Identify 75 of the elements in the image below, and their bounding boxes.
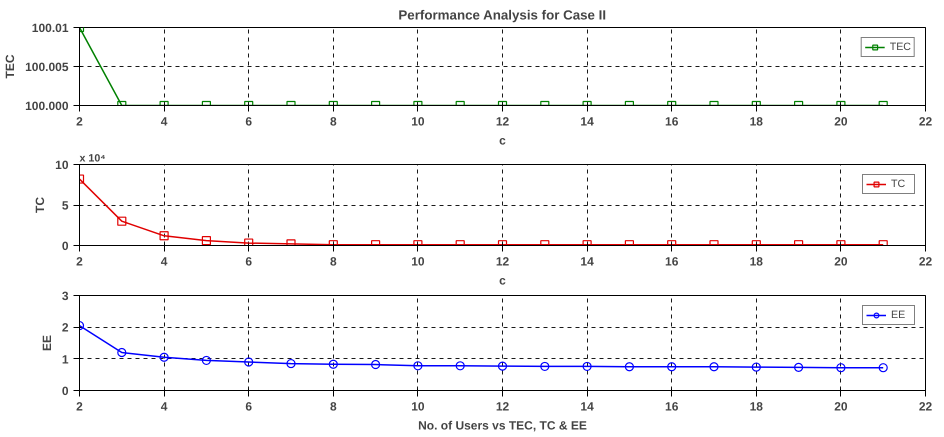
x-tick-label: 16 — [665, 400, 679, 414]
point — [540, 362, 550, 372]
x-tick-label: 10 — [411, 114, 425, 128]
y-tick-label: 3 — [62, 289, 69, 303]
x-tick-label: 22 — [918, 400, 932, 414]
x-axis-title: c — [499, 134, 506, 148]
x-axis-title: c — [499, 274, 506, 288]
point — [244, 238, 254, 246]
point — [709, 362, 719, 372]
x-tick-label: 6 — [245, 254, 252, 268]
x-tick-label: 14 — [580, 400, 594, 414]
point — [794, 362, 804, 372]
point — [117, 216, 126, 226]
x-tick-label: 12 — [496, 254, 510, 268]
point — [836, 363, 846, 372]
y-axis-title: TEC — [3, 54, 18, 78]
y-tick-label: 10 — [55, 158, 69, 172]
y-tick-label: 2 — [62, 320, 69, 335]
x-tick-label: 18 — [750, 114, 764, 128]
x-tick-label: 10 — [411, 254, 425, 268]
point — [244, 357, 254, 367]
x-tick-label: 22 — [918, 114, 932, 128]
x-tick-label: 4 — [160, 114, 168, 128]
x-tick-label: 8 — [330, 254, 337, 268]
point — [117, 348, 126, 358]
y-axis-title: EE — [40, 334, 54, 352]
point — [328, 360, 338, 369]
x-tick-label: 4 — [160, 400, 168, 414]
x-tick-label: 8 — [330, 400, 337, 414]
y-tick-label: 5 — [62, 198, 69, 212]
y-tick-label: 100.01 — [32, 21, 69, 35]
x-tick-label: 4 — [160, 254, 168, 268]
x-tick-label: 2 — [76, 114, 84, 128]
chart-title: Performance Analysis for Case II — [398, 8, 606, 22]
point — [582, 362, 592, 372]
point — [498, 362, 508, 371]
y-axis-title: TC — [33, 196, 48, 213]
x-tick-label: 8 — [330, 114, 337, 128]
legend-label: EE — [891, 309, 906, 321]
x-tick-label: 6 — [245, 114, 252, 128]
legend-label: TEC — [890, 41, 911, 53]
x-tick-label: 6 — [245, 400, 252, 414]
x-tick-label: 20 — [834, 114, 848, 128]
legend-label: TC — [891, 178, 906, 190]
point — [286, 358, 296, 368]
x-tick-label: 16 — [665, 254, 679, 268]
point — [456, 361, 465, 370]
x-tick-label: 20 — [834, 254, 848, 268]
point — [667, 362, 676, 372]
y-tick-label: 0 — [62, 384, 69, 398]
point — [202, 356, 211, 366]
point — [752, 362, 761, 372]
x-tick-label: 16 — [665, 114, 679, 128]
x-tick-label: 14 — [580, 114, 594, 128]
x-tick-label: 18 — [750, 400, 764, 414]
x-tick-label: 2 — [76, 254, 84, 268]
point — [624, 362, 634, 372]
x-tick-label: 14 — [580, 254, 594, 268]
text: x 10⁴ — [80, 152, 106, 164]
point — [878, 363, 888, 372]
x-tick-label: 18 — [750, 254, 764, 268]
point — [160, 352, 169, 362]
x-tick-label: 2 — [76, 400, 84, 414]
point — [413, 361, 422, 370]
y-tick-label: 100.000 — [25, 99, 69, 113]
y-tick-label: 0 — [62, 239, 69, 253]
x-tick-label: 10 — [411, 400, 425, 414]
x-tick-label: 22 — [918, 254, 932, 268]
x-axis-title: No. of Users vs TEC, TC & EE — [418, 418, 587, 432]
x-tick-label: 20 — [834, 400, 848, 414]
y-tick-label: 1 — [62, 352, 69, 366]
point — [371, 360, 380, 370]
y-tick-label: 100.005 — [25, 60, 69, 74]
x-tick-label: 12 — [496, 400, 510, 414]
x-tick-label: 12 — [496, 114, 510, 128]
